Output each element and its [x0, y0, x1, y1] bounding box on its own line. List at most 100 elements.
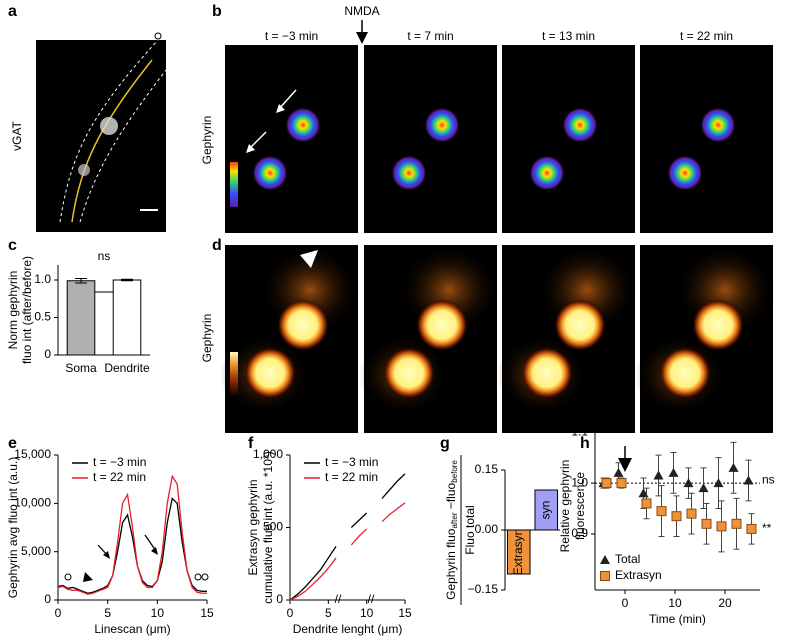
image: [502, 45, 635, 233]
y-tick-label: 0.15: [475, 462, 499, 476]
y-tick-label: 0.9: [571, 526, 588, 540]
y-axis-label: fluorescence: [573, 472, 587, 540]
panel-letter: h: [580, 435, 590, 452]
y-axis-label: Gephyrin fluoafter −fluobefore: [444, 460, 459, 600]
timepoint-label: t = 7 min: [407, 29, 453, 43]
panel-letter: a: [8, 3, 17, 20]
annotation: ns: [762, 473, 775, 487]
y-tick-label: 0: [44, 347, 51, 361]
marker: [746, 523, 757, 534]
x-tick-label: 5: [325, 606, 332, 620]
series-line: [289, 473, 406, 601]
puncta: [521, 347, 573, 399]
marker: [653, 470, 664, 480]
y-axis-label-part: after: [450, 512, 459, 528]
legend-label: Extrasyn: [615, 568, 662, 582]
marker: [698, 483, 709, 493]
stimulus-label: NMDA: [344, 4, 379, 18]
panel-letter: c: [8, 237, 17, 254]
puncta: [424, 107, 460, 143]
image: [364, 45, 497, 233]
image-label: vGAT: [10, 120, 24, 150]
puncta: [244, 347, 296, 399]
y-axis-label: cumulative fluo int (a.u. *10³): [261, 451, 275, 604]
x-tick-label: 10: [151, 606, 165, 620]
x-tick-label: Soma: [65, 361, 97, 375]
y-tick-label: 0: [276, 592, 283, 606]
puncta: [416, 299, 468, 351]
panel-letter: e: [8, 435, 17, 452]
y-axis-label-part: −fluo: [444, 482, 458, 512]
y-axis-label: Extrasyn gephyrin: [246, 479, 260, 575]
x-tick-label: 0: [287, 606, 294, 620]
puncta: [277, 299, 329, 351]
marker: [641, 498, 652, 509]
image: [225, 45, 358, 233]
legend-label: Total: [615, 552, 640, 566]
y-axis-label-part: Gephyrin fluo: [444, 528, 458, 600]
x-tick-label: 20: [718, 596, 732, 610]
puncta: [659, 347, 711, 399]
x-tick-label: 15: [200, 606, 214, 620]
y-axis-label: Relative gephyrin: [558, 460, 572, 553]
legend-label: t = −3 min: [93, 455, 146, 469]
legend-label: t = 22 min: [93, 470, 146, 484]
y-axis-label: Gephyrin avg fluo int (a.u.): [6, 457, 20, 598]
marker: [683, 478, 694, 488]
marker: [613, 467, 624, 477]
y-axis-label: fluo int (after/before): [20, 256, 34, 364]
x-axis-label: Dendrite lenght (μm): [293, 622, 403, 636]
series-line: [57, 497, 207, 594]
y-tick-label: 500: [263, 520, 283, 534]
puncta: [700, 107, 736, 143]
image-annotations: // //: [64, 89, 632, 606]
y-tick-label: 5,000: [21, 544, 51, 558]
annotation: ns: [98, 249, 111, 263]
puncta: [692, 299, 744, 351]
panel-letter: b: [212, 3, 222, 20]
x-tick-label: 15: [398, 606, 412, 620]
marker: [601, 478, 612, 489]
y-tick-label: 1.0: [571, 475, 588, 489]
y-tick-label: 0.5: [34, 310, 51, 324]
bar-label: Extrasyn: [511, 529, 525, 576]
panel-letter: f: [248, 435, 254, 452]
x-tick-label: 10: [360, 606, 374, 620]
puncta: [667, 155, 703, 191]
puncta: [562, 107, 598, 143]
x-tick-label: 5: [104, 606, 111, 620]
series-line: [57, 474, 207, 595]
bar: [112, 279, 142, 356]
image-label: Gephyrin: [200, 314, 214, 363]
puncta: [529, 155, 565, 191]
x-tick-label: 0: [55, 606, 62, 620]
y-tick-label: 15,000: [14, 447, 51, 461]
marker: [600, 571, 610, 581]
timepoint-label: t = 22 min: [680, 29, 733, 43]
y-tick-label: −0.15: [468, 582, 499, 596]
timepoint-label: t = 13 min: [542, 29, 595, 43]
y-axis-label: Fluo total: [463, 505, 477, 554]
timepoint-label: t = −3 min: [265, 29, 318, 43]
y-tick-label: 1,000: [253, 447, 283, 461]
legend-label: t = −3 min: [325, 455, 378, 469]
y-axis-label: Norm gephyrin: [6, 271, 20, 350]
legend-label: t = 22 min: [325, 470, 378, 484]
puncta: [391, 155, 427, 191]
y-tick-label: 10,000: [14, 496, 51, 510]
x-tick-label: Dendrite: [104, 361, 150, 375]
y-tick-label: 1.1: [571, 424, 588, 438]
bar: [506, 529, 531, 575]
y-tick-label: 1.0: [34, 272, 51, 286]
stimulus-arrow-head: [356, 32, 368, 44]
image-grid: [220, 45, 775, 433]
x-tick-label: 0: [622, 596, 629, 610]
annotation: **: [762, 521, 772, 535]
marker: [616, 478, 627, 489]
bar-label: syn: [538, 501, 552, 520]
marker: [686, 508, 697, 519]
marker: [656, 506, 667, 517]
marker: [713, 478, 724, 488]
puncta: [554, 299, 606, 351]
